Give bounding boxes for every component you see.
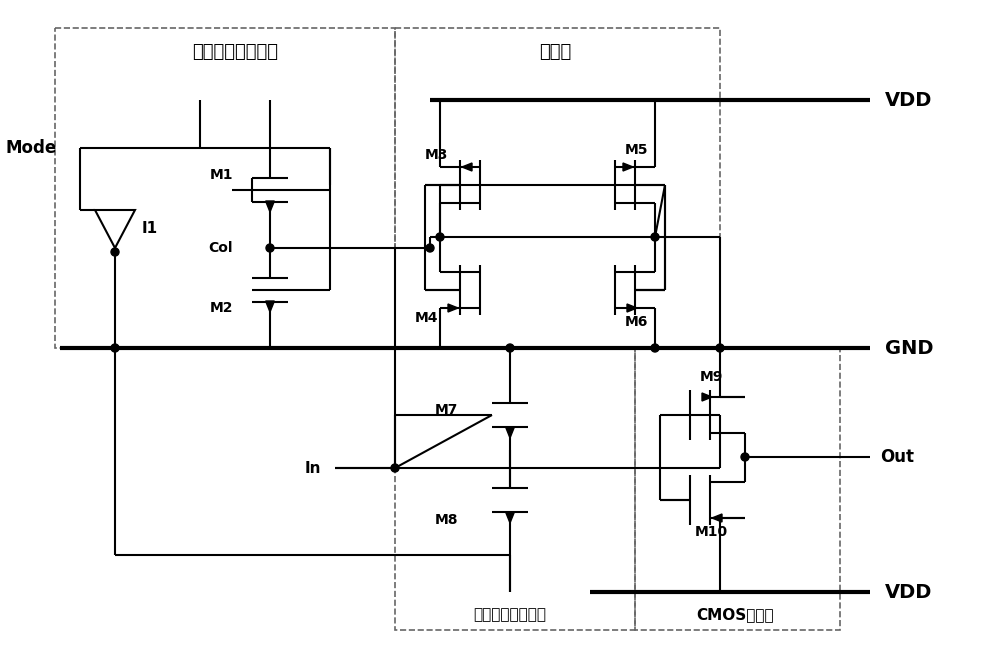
Circle shape	[111, 248, 119, 256]
Circle shape	[506, 344, 514, 352]
Bar	[395, 348, 635, 630]
Text: M3: M3	[425, 148, 448, 162]
Text: M6: M6	[625, 315, 648, 329]
Text: VDD: VDD	[885, 582, 932, 602]
Text: 缓冲器: 缓冲器	[539, 43, 571, 61]
Polygon shape	[506, 512, 514, 523]
Polygon shape	[448, 304, 458, 312]
Polygon shape	[623, 163, 633, 171]
Bar	[635, 348, 840, 630]
Polygon shape	[506, 427, 514, 438]
Text: Out: Out	[880, 448, 914, 466]
Text: M8: M8	[435, 513, 458, 527]
Circle shape	[426, 244, 434, 252]
Text: M4: M4	[415, 311, 438, 325]
Text: Mode: Mode	[5, 139, 56, 157]
Circle shape	[391, 464, 399, 472]
Text: M1: M1	[210, 168, 234, 182]
Text: M2: M2	[210, 301, 234, 315]
Circle shape	[436, 233, 444, 241]
Text: I1: I1	[142, 220, 158, 236]
Text: M10: M10	[695, 525, 728, 539]
Polygon shape	[266, 301, 274, 312]
Polygon shape	[627, 304, 637, 312]
Circle shape	[651, 233, 659, 241]
Text: 第一门控开关电路: 第一门控开关电路	[192, 43, 278, 61]
Text: M9: M9	[700, 370, 723, 384]
Circle shape	[651, 344, 659, 352]
Bar	[55, 28, 395, 348]
Text: GND: GND	[885, 339, 933, 357]
Polygon shape	[266, 201, 274, 212]
Text: M5: M5	[625, 143, 648, 157]
Circle shape	[716, 344, 724, 352]
Text: In: In	[305, 461, 322, 475]
Polygon shape	[712, 514, 722, 522]
Text: 第一门控开关电路: 第一门控开关电路	[474, 608, 546, 623]
Circle shape	[111, 344, 119, 352]
Polygon shape	[702, 393, 712, 401]
Circle shape	[741, 453, 749, 461]
Bar	[395, 28, 720, 348]
Text: M7: M7	[435, 403, 458, 417]
Text: VDD: VDD	[885, 90, 932, 110]
Text: CMOS反相器: CMOS反相器	[696, 608, 774, 623]
Circle shape	[266, 244, 274, 252]
Polygon shape	[462, 163, 472, 171]
Text: Col: Col	[208, 241, 233, 255]
